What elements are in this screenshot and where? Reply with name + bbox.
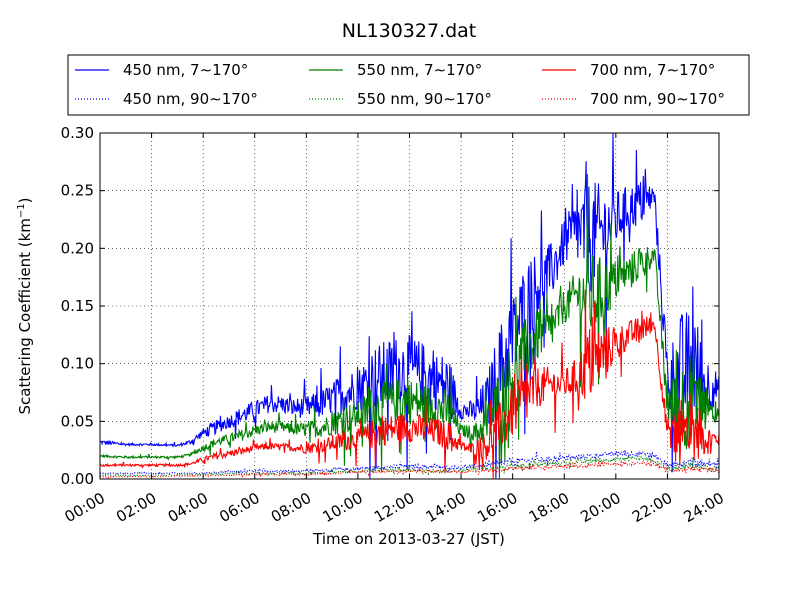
- chart-title: NL130327.dat: [342, 20, 477, 42]
- y-tick-label: 0.15: [61, 297, 94, 315]
- y-axis-label-close: ): [16, 197, 34, 203]
- legend-label: 700 nm, 90∼170°: [590, 90, 725, 108]
- x-axis-label: Time on 2013-03-27 (JST): [312, 530, 505, 548]
- y-tick-label: 0.30: [61, 124, 94, 142]
- legend-label: 700 nm, 7∼170°: [590, 61, 715, 79]
- series-line: [99, 449, 720, 477]
- y-tick-label: 0.20: [61, 239, 94, 257]
- y-axis-label-superscript: −1: [16, 203, 27, 218]
- legend-box: [67, 54, 750, 116]
- series-line: [99, 454, 720, 479]
- series-line: [99, 174, 720, 479]
- legend-label: 550 nm, 90∼170°: [357, 90, 492, 108]
- y-tick-label: 0.10: [61, 355, 94, 373]
- legend-label: 550 nm, 7∼170°: [357, 61, 482, 79]
- legend: 450 nm, 7∼170° 550 nm, 7∼170° 700 nm, 7∼17…: [67, 54, 750, 116]
- y-tick-label: 0.25: [61, 182, 94, 200]
- series-line: [99, 132, 720, 479]
- legend-label: 450 nm, 90∼170°: [123, 90, 258, 108]
- y-axis-label-text: Scattering Coefficient (km: [16, 218, 34, 414]
- y-tick-label: 0.05: [61, 412, 94, 430]
- legend-label: 450 nm, 7∼170°: [123, 61, 248, 79]
- y-tick-label: 0.00: [61, 470, 94, 488]
- y-axis-label: Scattering Coefficient (km−1): [16, 197, 34, 414]
- series-line: [99, 289, 720, 479]
